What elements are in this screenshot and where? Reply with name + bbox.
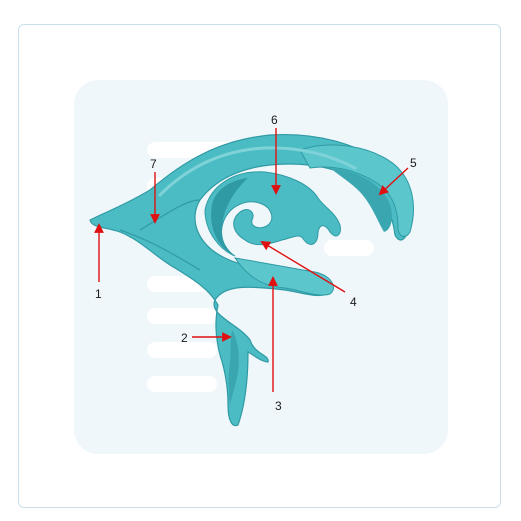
placeholder-line — [147, 376, 217, 392]
label-3: 3 — [275, 399, 282, 413]
arrow-4 — [260, 240, 346, 293]
left-fold — [119, 199, 201, 271]
label-6: 6 — [271, 113, 278, 127]
callout-labels: 1 2 3 4 5 6 7 — [95, 113, 417, 413]
label-4: 4 — [350, 295, 357, 309]
label-5: 5 — [410, 156, 417, 170]
organ-shape — [89, 133, 414, 427]
right-lobe-inner — [330, 168, 392, 232]
inner-curl-shadow — [211, 178, 248, 256]
label-2: 2 — [181, 331, 188, 345]
label-1: 1 — [95, 287, 102, 301]
placeholder-line — [147, 342, 217, 358]
label-7: 7 — [150, 157, 157, 171]
placeholder-line — [147, 308, 217, 324]
arch-highlight — [158, 146, 357, 197]
pointer-arrows — [94, 128, 409, 392]
arrow-5 — [378, 167, 409, 196]
inner-curl — [204, 171, 341, 257]
placeholder-line — [324, 240, 374, 256]
right-lobe — [299, 144, 414, 237]
stalk-inner — [228, 330, 239, 405]
